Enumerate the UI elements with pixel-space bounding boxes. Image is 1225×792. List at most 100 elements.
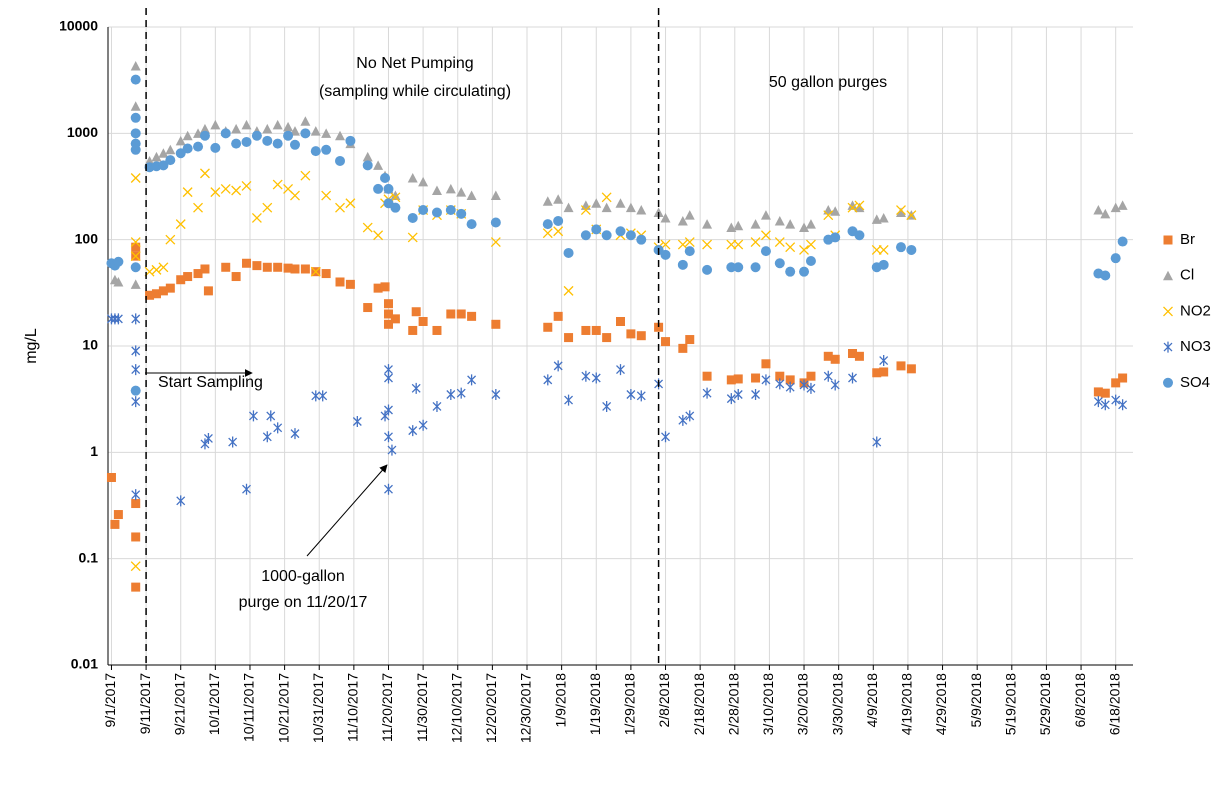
marker [660,249,671,260]
marker [335,130,346,141]
marker [273,422,283,434]
marker [318,390,328,402]
marker [553,215,564,226]
marker [210,142,221,153]
marker [581,325,591,335]
marker [1100,270,1111,281]
marker [466,190,477,201]
marker [242,483,251,495]
marker [228,436,238,448]
marker [335,277,345,287]
marker [684,210,695,220]
marker [165,155,176,166]
marker [591,198,602,208]
marker [805,239,816,250]
marker [262,262,272,272]
marker [601,230,612,241]
marker [345,279,355,289]
marker [626,388,636,400]
marker [490,190,501,201]
marker [733,374,743,384]
marker [1093,205,1104,215]
marker [823,370,833,382]
marker [241,119,252,130]
marker [456,387,466,399]
marker [220,183,231,194]
marker [231,123,242,134]
marker [113,256,124,267]
x-tick-label: 3/30/2018 [829,673,845,735]
marker [131,364,141,376]
marker [760,210,771,220]
marker [848,349,858,359]
marker [384,431,393,443]
marker [799,266,810,277]
marker [490,217,501,228]
y-tick-label: 0.1 [79,549,99,565]
marker [283,130,294,141]
legend: Br Cl NO2 NO3 SO4 [1163,231,1211,391]
x-tick-label: 3/10/2018 [760,673,776,735]
marker [251,213,262,223]
marker [130,74,141,85]
marker [113,510,123,520]
marker [775,378,785,390]
marker [542,196,553,206]
x-tick-label: 6/8/2018 [1072,673,1088,728]
marker [466,219,477,230]
marker [131,345,141,357]
marker [702,219,713,229]
marker [854,230,865,241]
marker [1110,253,1121,264]
marker [726,375,736,385]
x-tick-label: 1/29/2018 [622,673,638,735]
x-tick-label: 1/19/2018 [587,673,603,735]
marker [847,202,858,213]
marker [131,489,141,501]
marker [1093,387,1103,397]
marker [677,239,688,250]
x-tick-label: 1/9/2018 [552,673,568,728]
marker [895,207,906,218]
marker [491,319,501,329]
marker [775,371,785,381]
marker [823,351,833,361]
marker [615,226,626,237]
marker [200,438,210,450]
marker [199,130,210,141]
marker [785,266,796,277]
marker [906,244,917,255]
marker [248,410,258,422]
x-tick-label: 12/10/2017 [448,673,464,743]
marker [300,116,311,126]
marker [677,215,688,226]
marker [563,247,574,258]
x-tick-label: 12/20/2017 [483,673,499,743]
marker [872,436,882,448]
marker [591,372,601,384]
marker [872,368,882,378]
marker [774,258,785,269]
marker [310,126,321,136]
y-tick-label: 1000 [67,124,98,140]
x-tick-label: 4/29/2018 [933,673,949,735]
marker [131,242,141,252]
y-tick-label: 10 [82,337,98,353]
marker [431,207,442,218]
marker [131,313,141,325]
marker [384,372,393,384]
marker [799,222,810,233]
legend-symbol [1163,341,1173,353]
marker [684,237,695,247]
marker [895,242,906,253]
marker [553,311,563,321]
marker [733,220,744,231]
marker [563,202,574,213]
marker [241,180,252,191]
marker [625,202,636,213]
marker [806,371,816,381]
marker [1118,373,1128,383]
marker [251,130,262,141]
marker [408,425,418,437]
